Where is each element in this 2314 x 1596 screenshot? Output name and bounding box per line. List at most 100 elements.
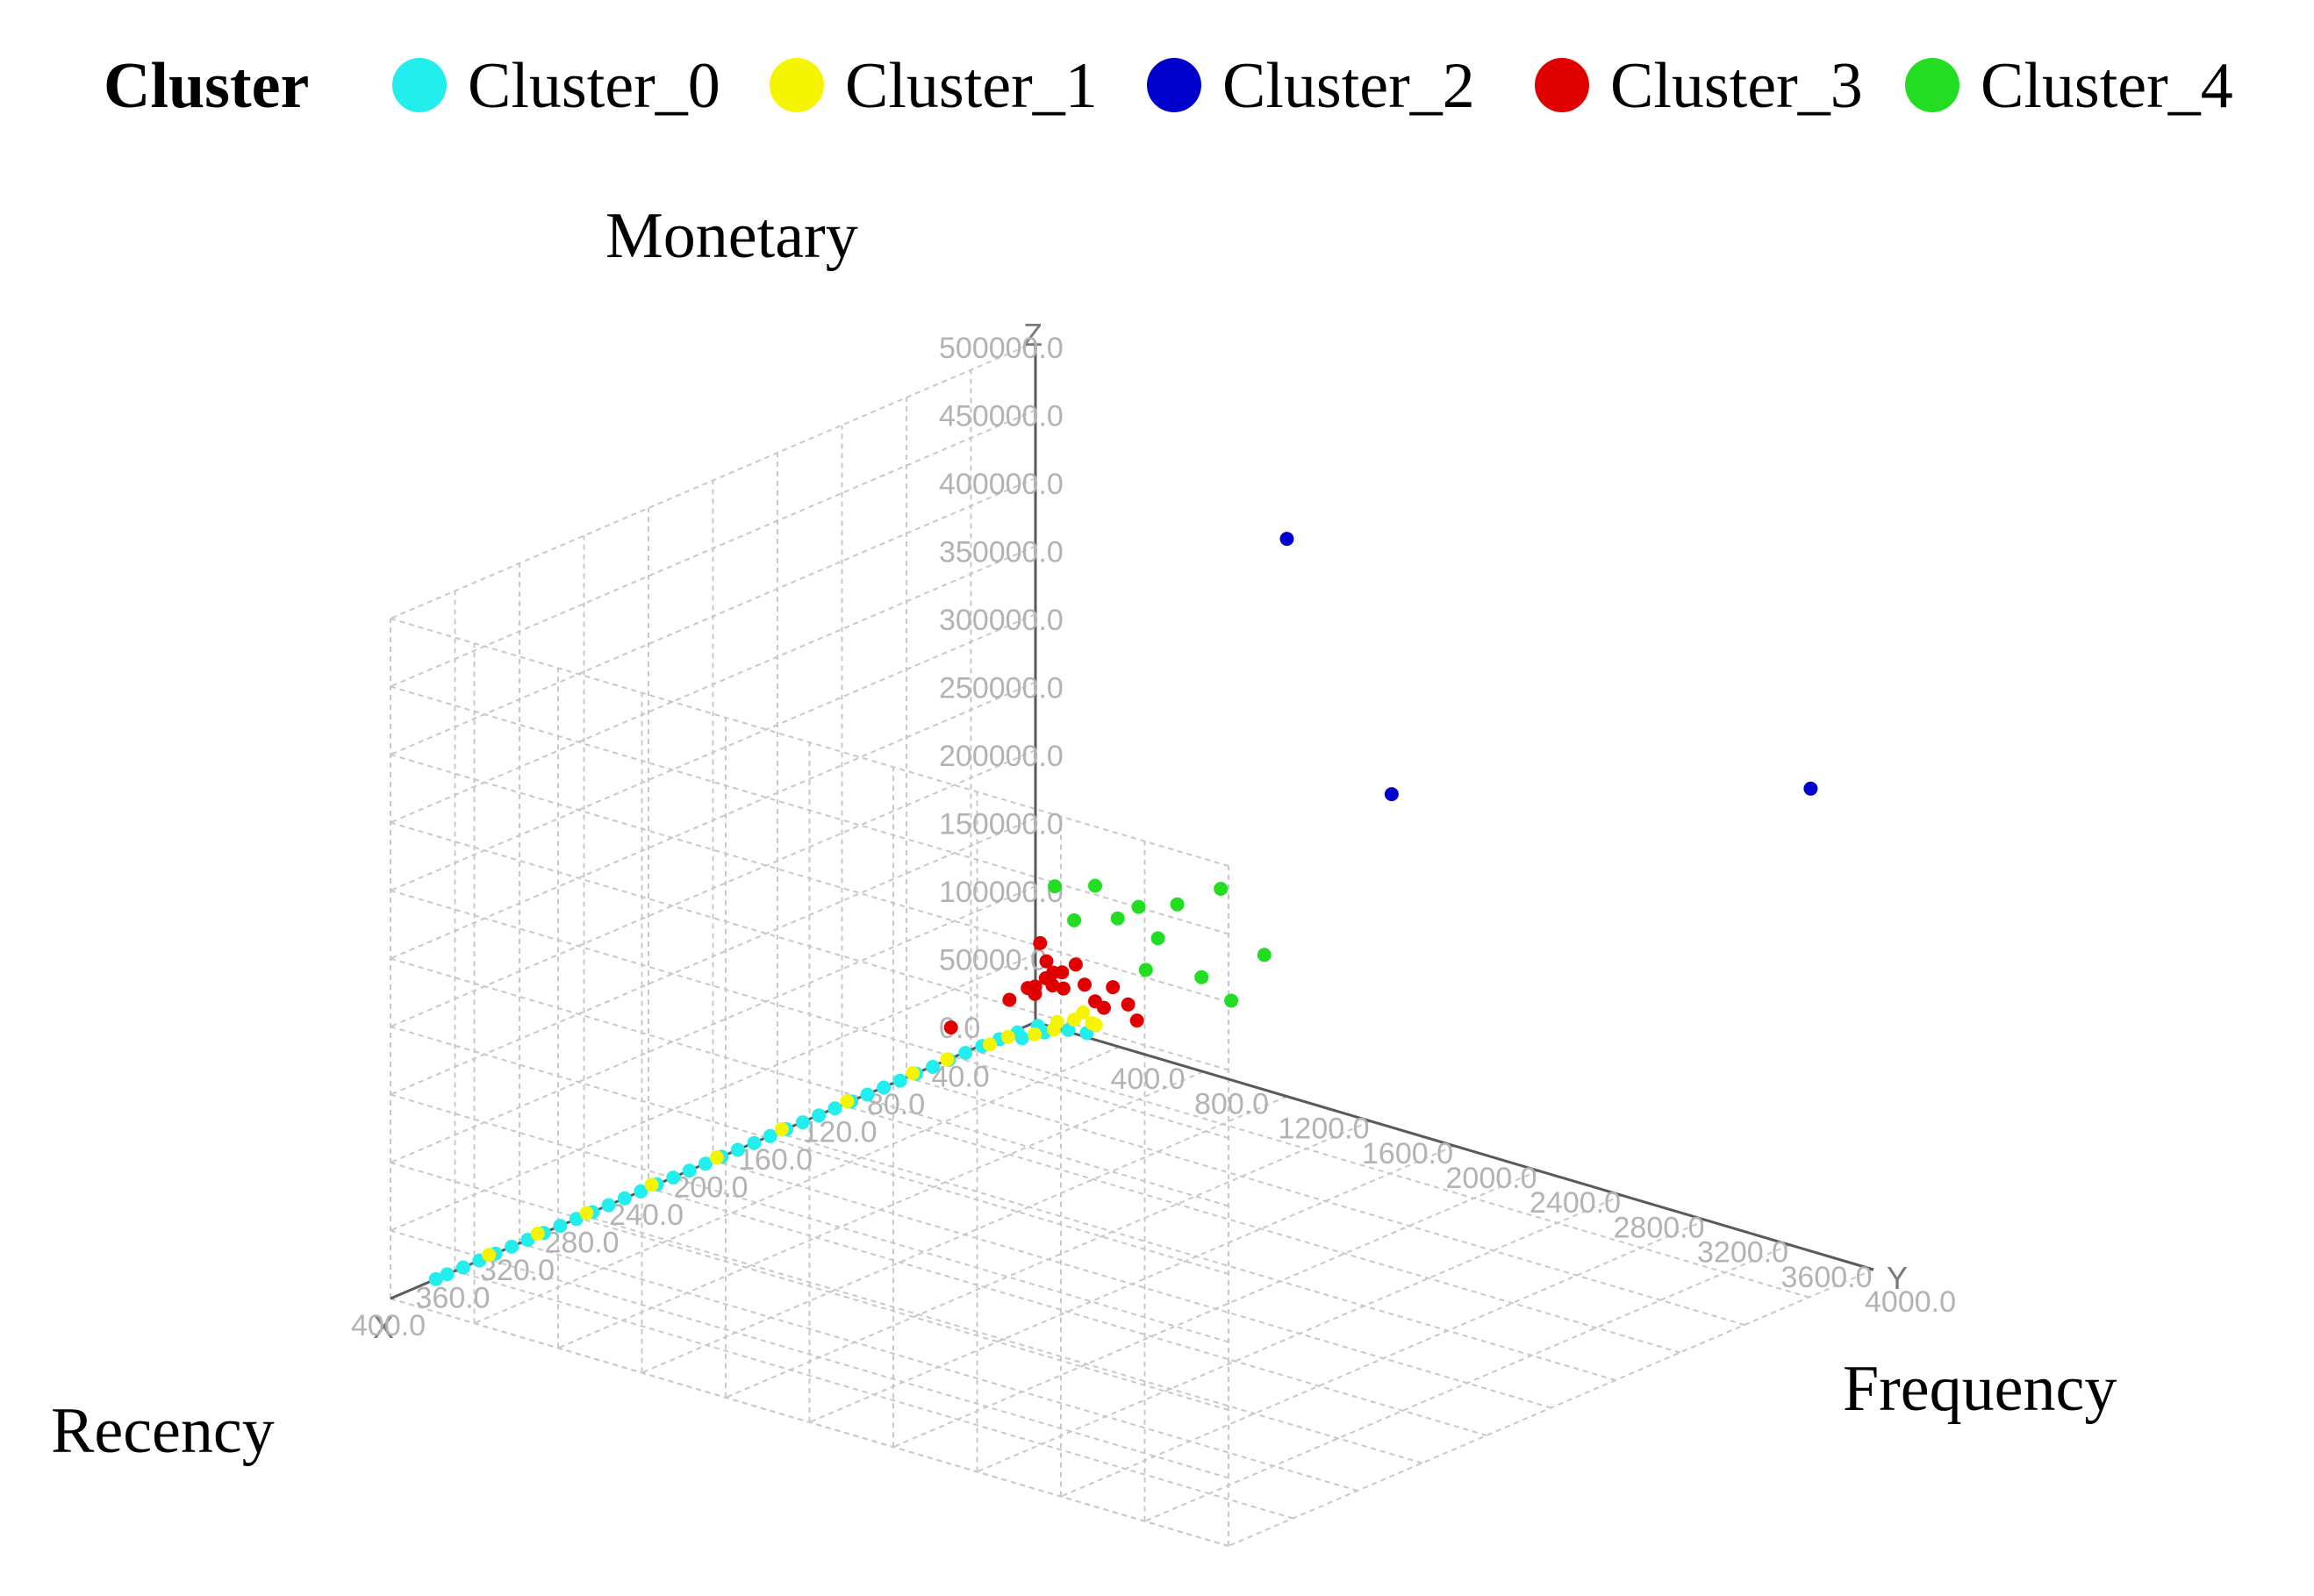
grid-line — [648, 1187, 1487, 1436]
legend-entry: Cluster_2 — [1147, 50, 1475, 122]
data-point — [709, 1150, 724, 1165]
series-cluster-2 — [1279, 532, 1818, 802]
data-point — [617, 1191, 632, 1206]
data-point — [906, 1066, 921, 1081]
grid-line — [892, 1170, 1539, 1449]
grid-line — [519, 1242, 1358, 1492]
y-tick-label: 2400.0 — [1530, 1186, 1621, 1220]
legend-entry: Cluster_3 — [1535, 50, 1863, 122]
data-point — [1803, 781, 1818, 796]
legend: Cluster Cluster_0 Cluster_1 Cluster_2 Clust… — [104, 50, 2233, 122]
data-point — [1061, 1022, 1076, 1037]
z-axis-title: Monetary — [605, 200, 858, 272]
data-point — [943, 1020, 958, 1034]
grid-line — [390, 613, 1036, 891]
data-point — [1068, 957, 1083, 972]
series-cluster-0 — [428, 1019, 1094, 1286]
x-axis-letter: X — [373, 1309, 394, 1345]
data-point — [1224, 993, 1239, 1008]
data-point — [634, 1184, 648, 1199]
data-point — [827, 1101, 842, 1116]
data-point — [1046, 1022, 1061, 1037]
z-tick-label: 300000.0 — [939, 604, 1064, 637]
data-point — [812, 1108, 827, 1123]
grid-line — [390, 1298, 1229, 1547]
data-point — [1028, 986, 1042, 1001]
data-point — [774, 1122, 789, 1136]
grid-line — [390, 477, 1036, 755]
data-point — [1110, 911, 1125, 926]
z-tick-label: 150000.0 — [939, 808, 1064, 841]
legend-entry: Cluster_0 — [392, 50, 720, 122]
grid-line — [390, 890, 1229, 1139]
z-tick-label: 50000.0 — [939, 944, 1047, 977]
data-point — [1028, 1027, 1042, 1041]
grid-line — [455, 1270, 1293, 1520]
grid-line — [842, 1104, 1680, 1354]
x-tick-label: 80.0 — [867, 1088, 925, 1121]
z-tick-label: 450000.0 — [939, 400, 1064, 433]
data-point — [569, 1212, 584, 1227]
data-point — [1129, 1013, 1144, 1028]
x-tick-label: 120.0 — [803, 1116, 878, 1149]
grid-line — [390, 754, 1229, 1003]
grid — [390, 341, 1874, 1547]
z-tick-label: 250000.0 — [939, 672, 1064, 705]
data-point — [1056, 981, 1071, 996]
legend-label: Cluster_1 — [845, 50, 1098, 122]
z-tick-label: 350000.0 — [939, 536, 1064, 569]
data-points — [428, 532, 1818, 1286]
data-point — [1194, 970, 1209, 984]
y-tick-label: 3600.0 — [1781, 1261, 1873, 1294]
grid-line — [390, 409, 1036, 688]
data-point — [892, 1073, 907, 1088]
data-point — [747, 1135, 762, 1150]
legend-label: Cluster_3 — [1610, 50, 1863, 122]
y-axis-letter: Y — [1887, 1260, 1908, 1296]
data-point — [958, 1046, 973, 1060]
data-point — [1214, 882, 1229, 896]
data-point — [666, 1170, 681, 1185]
legend-label: Cluster_2 — [1222, 50, 1475, 122]
grid-line — [977, 1194, 1623, 1473]
y-axis-title: Frequency — [1843, 1353, 2117, 1425]
data-point — [1088, 878, 1102, 893]
data-point — [983, 1037, 997, 1052]
data-point — [1033, 935, 1048, 950]
series-cluster-3 — [943, 935, 1144, 1034]
data-point — [1076, 1006, 1091, 1020]
data-point — [1067, 913, 1082, 927]
data-point — [1055, 965, 1070, 980]
y-tick-label: 2800.0 — [1614, 1211, 1705, 1244]
legend-marker — [1905, 58, 1959, 112]
legend-marker — [770, 58, 824, 112]
y-tick-label: 800.0 — [1194, 1087, 1269, 1120]
data-point — [926, 1060, 940, 1074]
grid-line — [1144, 1243, 1790, 1522]
grid-line — [390, 545, 1036, 824]
y-tick-label: 1600.0 — [1362, 1137, 1453, 1170]
legend-label: Cluster_0 — [468, 50, 720, 122]
z-tick-label: 100000.0 — [939, 876, 1064, 909]
legend-marker — [1535, 58, 1589, 112]
x-tick-label: 40.0 — [932, 1061, 990, 1094]
series-cluster-1 — [482, 1006, 1103, 1263]
data-point — [1384, 787, 1399, 802]
data-point — [840, 1094, 855, 1109]
data-point — [763, 1128, 777, 1143]
data-point — [428, 1271, 443, 1286]
data-point — [505, 1239, 519, 1254]
z-tick-label: 200000.0 — [939, 740, 1064, 773]
data-point — [1257, 948, 1272, 963]
legend-label: Cluster_4 — [1981, 50, 2233, 122]
grid-line — [390, 341, 1036, 619]
data-point — [1131, 899, 1146, 914]
legend-entry: Cluster_1 — [770, 50, 1098, 122]
data-point — [940, 1052, 955, 1067]
legend-marker — [1147, 58, 1201, 112]
z-axis-letter: Z — [1023, 317, 1042, 353]
grid-line — [1228, 1269, 1874, 1547]
axes: X Y Z — [373, 317, 1908, 1345]
grid-line — [390, 618, 1229, 867]
